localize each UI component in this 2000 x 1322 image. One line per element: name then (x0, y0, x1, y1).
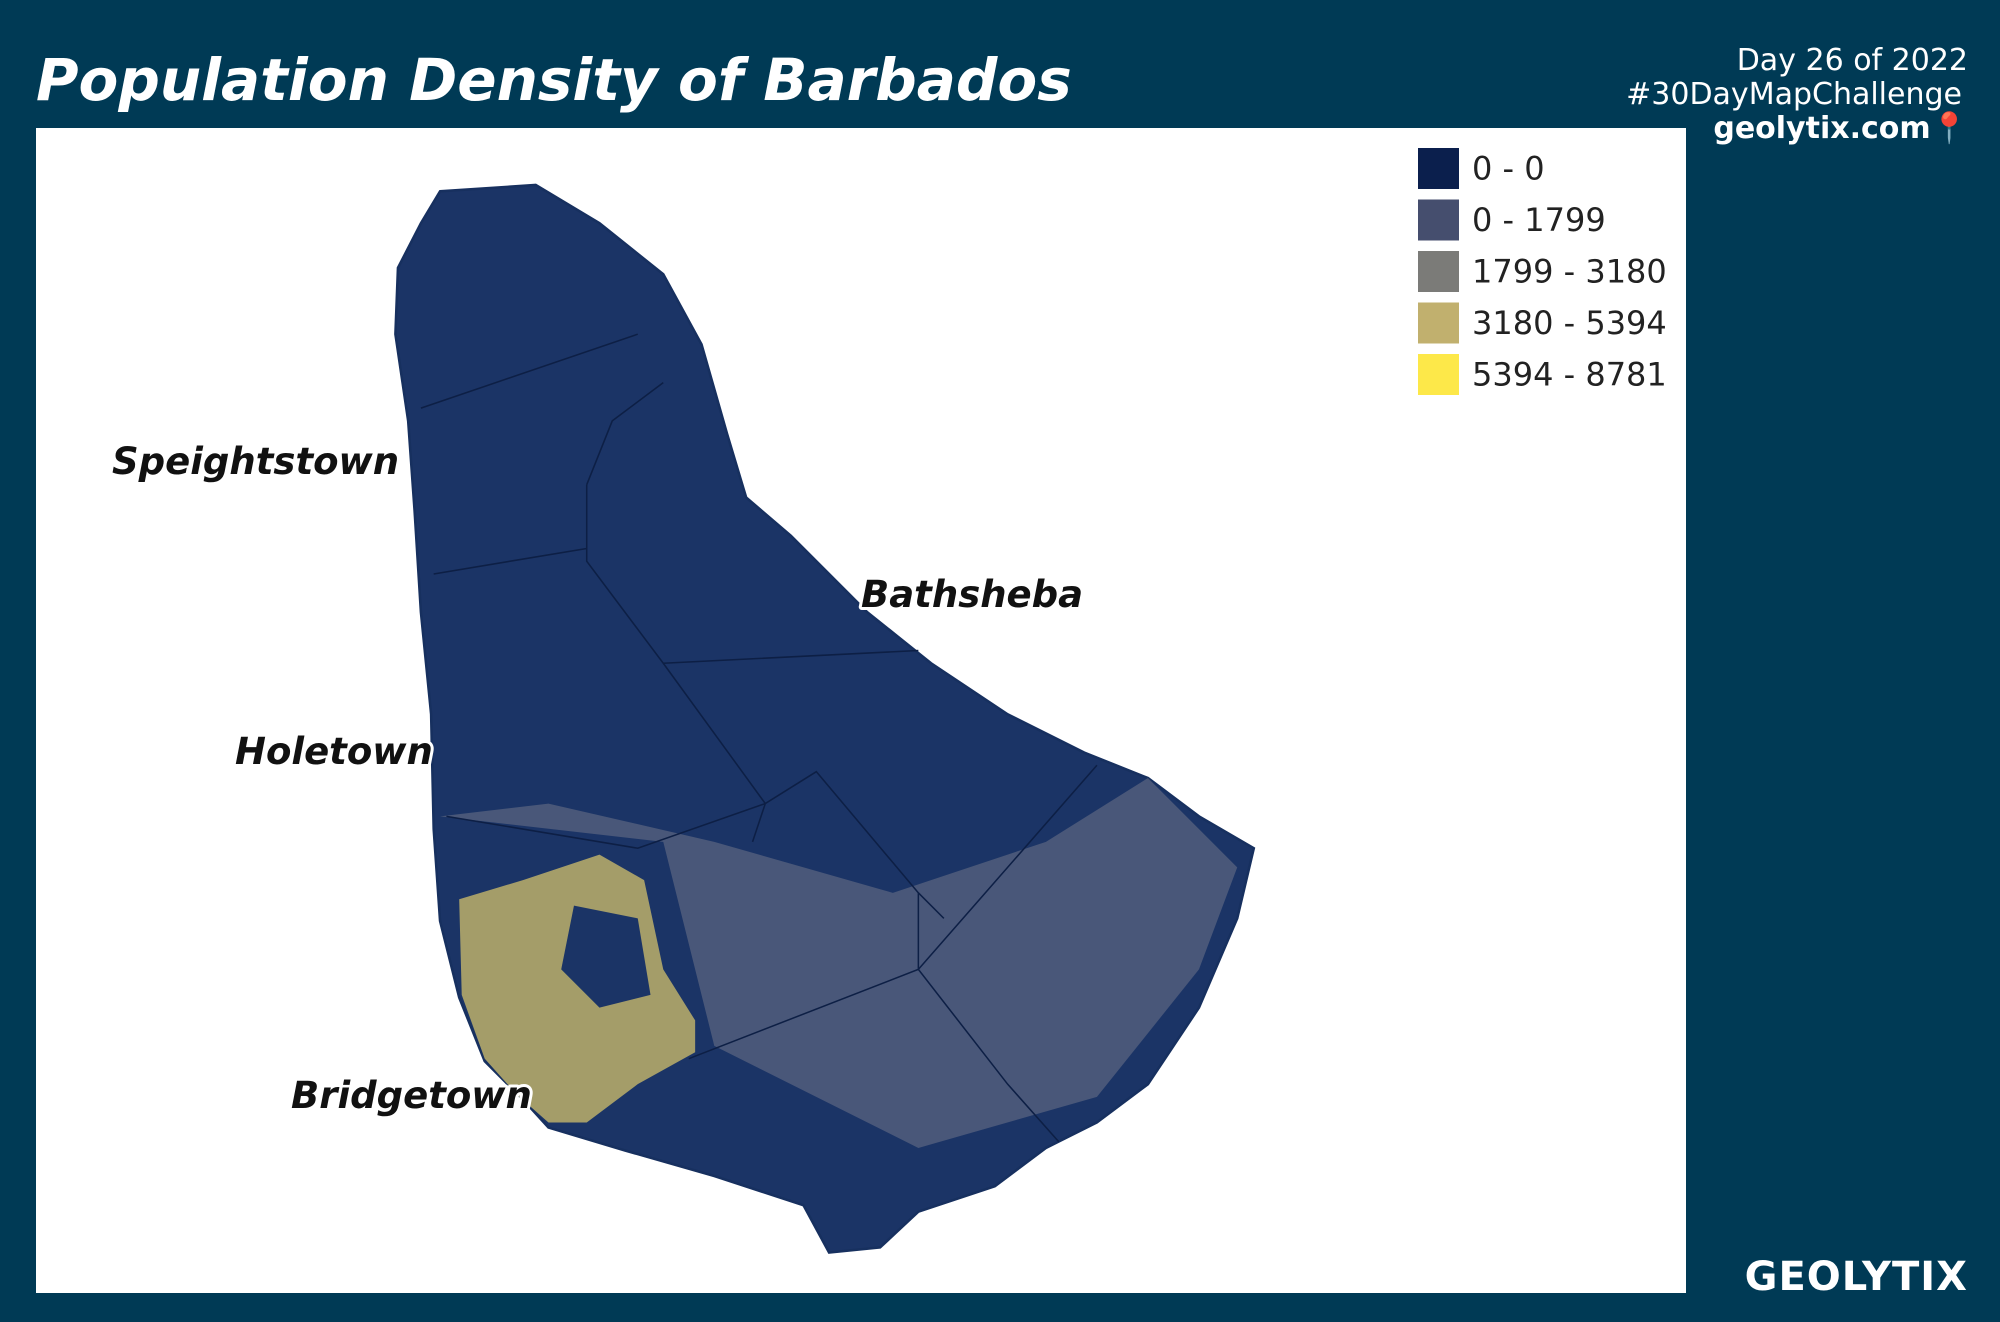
legend-label: 0 - 0 (1472, 150, 1545, 188)
legend-label: 3180 - 5394 (1472, 304, 1667, 342)
legend-swatch (1418, 251, 1459, 292)
legend-swatch (1418, 354, 1459, 395)
title: Population Density of Barbados (36, 46, 1072, 114)
credit-line: Day 26 of 2022 (1737, 43, 1968, 78)
place-label: Bathsheba (861, 573, 1083, 616)
place-label: Speightstown (112, 440, 399, 483)
place-label: Holetown (235, 730, 433, 773)
legend-swatch (1418, 302, 1459, 344)
legend-label: 0 - 1799 (1472, 201, 1606, 239)
credit-link: geolytix.com📍 (1713, 110, 1968, 146)
place-label: Bridgetown (291, 1074, 532, 1117)
legend-swatch (1418, 148, 1459, 189)
density-patch (561, 905, 651, 1008)
density-patch (440, 778, 1238, 1148)
legend: 0 - 0 0 - 1799 1799 - 3180 3180 - 5394 5394 … (1418, 148, 1667, 395)
island (394, 183, 1256, 1254)
legend-swatch (1418, 199, 1459, 241)
legend-label: 5394 - 8781 (1472, 356, 1667, 394)
credit-line: #30DayMapChallenge (1626, 77, 1962, 112)
logo: GEOLYTIX (1745, 1254, 1968, 1300)
parish-boundaries (420, 333, 1098, 1143)
legend-label: 1799 - 3180 (1472, 253, 1667, 291)
